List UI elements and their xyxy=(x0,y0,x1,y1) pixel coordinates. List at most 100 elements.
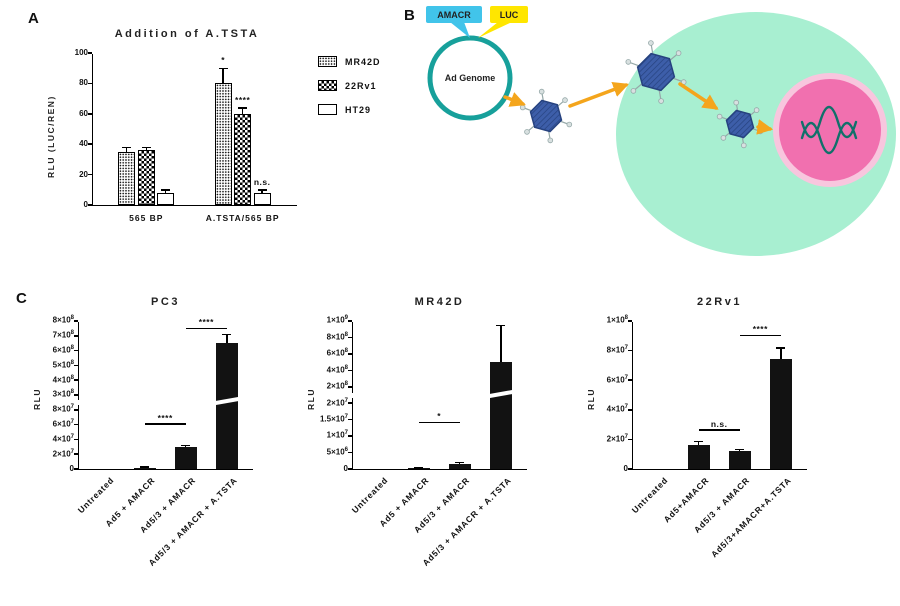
virus-fiber-knob xyxy=(547,137,554,144)
y-tick-label: 20 xyxy=(79,169,88,179)
luc-tag-label: LUC xyxy=(500,10,519,20)
chart-mr42d-plot: 0 5×106 1×107 1.5×107 2×107 2×108 4×108 6×108 8×… xyxy=(320,315,527,568)
x-category-label: Ad5/3+AMACR+A.TSTA xyxy=(708,475,793,560)
panel-c-label: C xyxy=(16,290,27,307)
bar xyxy=(174,446,197,469)
bar xyxy=(687,445,710,469)
error-bar-cap xyxy=(122,146,132,149)
significance-label: **** xyxy=(157,412,173,423)
y-tick-label: 0 xyxy=(623,464,628,473)
chart-pc3-plot: 0 2×107 4×107 6×107 8×107 3×108 4×108 5×108 6×10… xyxy=(53,315,253,568)
virus-fiber-knob xyxy=(630,88,637,94)
chart-pc3-y-axis-label: RLU xyxy=(32,388,42,410)
dna-strand-icon xyxy=(800,105,858,139)
bar-ht29 xyxy=(253,192,271,205)
y-tick-label: 100 xyxy=(74,48,88,57)
luc-tag-pointer xyxy=(478,22,512,38)
y-tick-mark xyxy=(347,468,352,470)
panel-a-y-axis-label: RLU (LUC/REN) xyxy=(46,95,56,178)
virus-fiber-knob xyxy=(757,128,764,135)
y-tick-label: 6×108 xyxy=(52,344,74,355)
y-axis-break xyxy=(76,399,82,405)
virus-fiber-knob xyxy=(519,104,526,111)
virus-particle-icon xyxy=(625,40,687,104)
error-bar xyxy=(261,189,263,193)
error-bar xyxy=(500,325,502,363)
infection-arrow xyxy=(503,92,526,107)
bar xyxy=(215,343,238,469)
virus-layer xyxy=(519,40,764,149)
error-bar-cap xyxy=(161,189,171,191)
error-bar-cap xyxy=(140,466,150,468)
chart-22rv1-title: 22Rv1 xyxy=(697,296,742,308)
x-category-label: Untreated xyxy=(349,475,390,516)
y-tick-mark xyxy=(347,386,352,388)
bar xyxy=(769,359,792,469)
panel-b-label: B xyxy=(404,7,415,24)
error-bar xyxy=(697,440,700,446)
virus-fiber-knob xyxy=(733,99,740,106)
virus-fiber-knob xyxy=(740,142,747,149)
amacr-tag xyxy=(426,6,482,23)
bar xyxy=(133,467,156,469)
y-tick-label: 2×107 xyxy=(52,448,74,459)
y-tick-mark xyxy=(627,320,632,322)
y-tick-mark xyxy=(73,409,78,411)
y-tick-mark xyxy=(347,369,352,372)
infection-arrow xyxy=(756,119,774,135)
y-tick-label: 6×107 xyxy=(606,374,628,385)
error-bar-cap xyxy=(414,467,424,469)
error-bar-cap xyxy=(776,347,786,349)
y-tick-mark xyxy=(627,468,632,470)
y-tick-mark xyxy=(73,468,78,470)
legend-swatch xyxy=(318,56,337,67)
legend-swatch xyxy=(318,104,337,115)
y-tick-label: 1.5×107 xyxy=(319,414,348,424)
significance-line xyxy=(739,334,781,336)
y-tick-mark xyxy=(87,52,92,54)
chart-mr42d-y-axis-label: RLU xyxy=(306,388,316,410)
error-bar-cap xyxy=(257,189,267,191)
y-tick-label: 4×108 xyxy=(326,364,348,375)
y-tick-label: 80 xyxy=(79,78,88,88)
legend-swatch xyxy=(318,80,337,91)
panel-a-plot: 0 20 40 60 80 100 565 BP A.TSTA/565 BP * **** n.s. xyxy=(75,48,297,223)
y-tick-label: 40 xyxy=(79,139,88,149)
y-tick-mark xyxy=(73,438,78,441)
virus-fiber-knob xyxy=(753,107,760,113)
y-tick-label: 6×107 xyxy=(52,418,74,429)
significance-line xyxy=(185,327,227,330)
virus-fiber-knob xyxy=(625,59,632,65)
y-tick-label: 60 xyxy=(79,108,88,118)
amacr-tag-pointer xyxy=(450,22,470,38)
y-tick-mark xyxy=(87,143,92,145)
panel-a-legend: MR42D 22Rv1 HT29 xyxy=(318,56,381,115)
significance-line xyxy=(698,429,740,431)
panel-b-diagram: B Ad Genome AMACR LUC xyxy=(404,6,896,256)
virus-particle-icon xyxy=(519,88,573,144)
chart-mr42d: MR42D RLU 0 5×106 1×107 1.5×107 2×107 2×108 4×… xyxy=(294,296,544,596)
y-tick-mark xyxy=(347,336,352,339)
x-category-label: Ad5/3 + AMACR + A.TSTA xyxy=(420,475,513,568)
x-category-label: Untreated xyxy=(75,475,116,516)
chart-pc3: PC3 RLU 0 2×107 4×107 6×107 8×107 3×108 4×108 5… xyxy=(20,296,270,596)
y-tick-mark xyxy=(87,204,92,206)
y-tick-mark xyxy=(347,435,352,437)
y-tick-label: 2×107 xyxy=(606,433,628,444)
y-tick-mark xyxy=(627,349,632,352)
y-tick-mark xyxy=(347,418,352,421)
significance-label: n.s. xyxy=(710,418,728,429)
x-category-label: Untreated xyxy=(629,475,670,516)
y-tick-mark xyxy=(627,379,632,381)
bar-22rv1 xyxy=(137,150,155,205)
x-category-label: 565 BP xyxy=(129,213,164,223)
panel-a-title: Addition of A.TSTA xyxy=(114,28,260,40)
y-tick-label: 2×107 xyxy=(326,397,348,408)
y-tick-mark xyxy=(87,113,92,115)
cell-body xyxy=(616,12,896,256)
x-category-label: Ad5/3 + AMACR + A.TSTA xyxy=(146,475,239,568)
error-bar-cap xyxy=(455,461,465,464)
y-tick-label: 8×108 xyxy=(52,315,74,325)
y-tick-label: 4×107 xyxy=(52,433,74,444)
